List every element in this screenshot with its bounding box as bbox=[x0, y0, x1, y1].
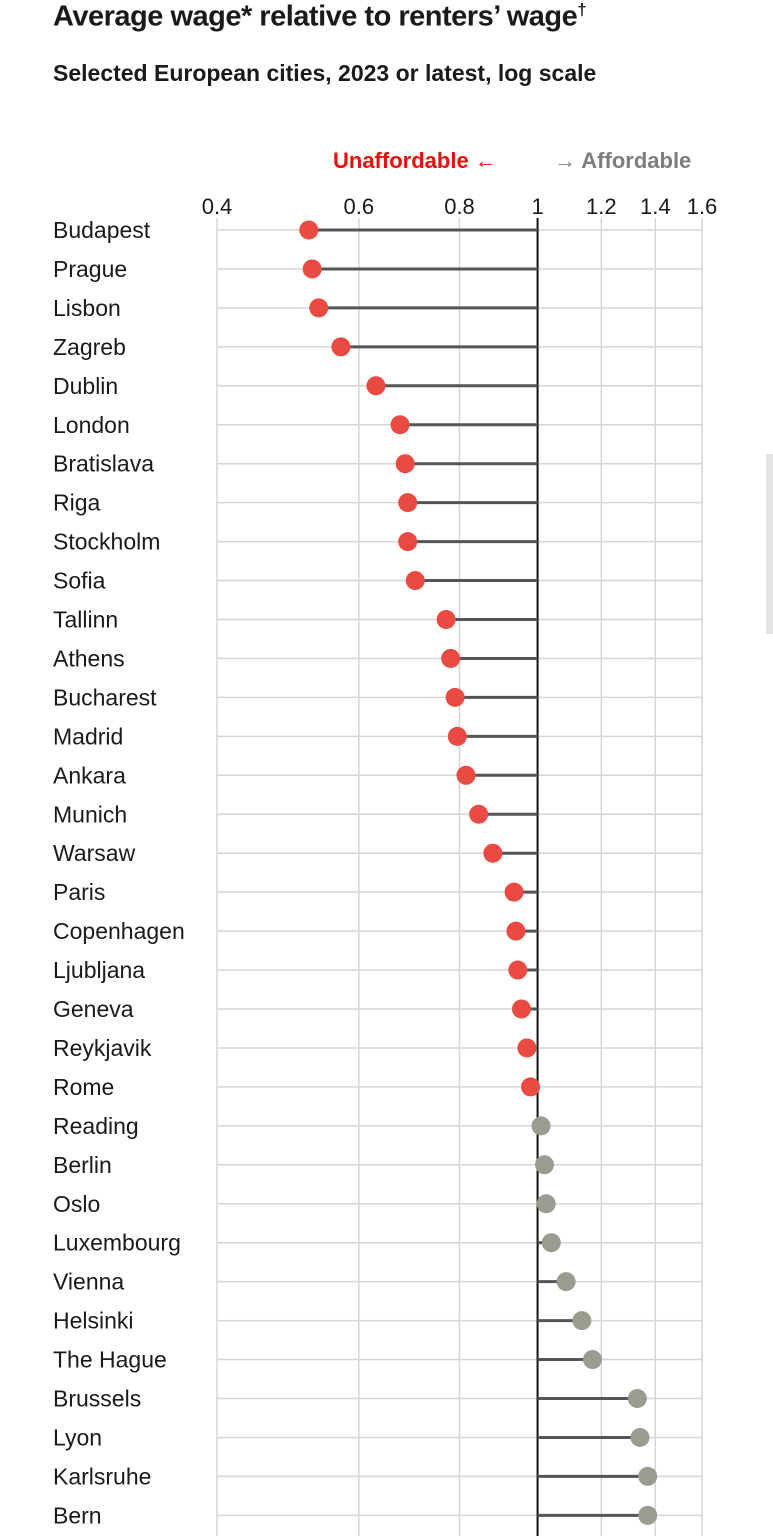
x-tick-label: 1 bbox=[531, 194, 543, 219]
city-label: Tallinn bbox=[53, 607, 118, 633]
lollipop-dot bbox=[630, 1427, 650, 1447]
lollipop-dot bbox=[531, 1116, 551, 1136]
lollipop-dot bbox=[299, 220, 319, 240]
city-label: Zagreb bbox=[53, 334, 126, 360]
lollipop-dot bbox=[517, 1038, 537, 1058]
city-label: Stockholm bbox=[53, 529, 160, 555]
lollipop-dot bbox=[302, 259, 322, 279]
lollipop-dot bbox=[447, 726, 467, 746]
x-tick-label: 0.6 bbox=[344, 194, 375, 219]
x-tick-label: 1.4 bbox=[640, 194, 671, 219]
city-label: Athens bbox=[53, 645, 125, 671]
lollipop-dot bbox=[395, 454, 415, 474]
city-label: Budapest bbox=[53, 217, 151, 243]
city-label: Bern bbox=[53, 1502, 102, 1528]
x-tick-label: 0.8 bbox=[444, 194, 475, 219]
chart-subtitle: Selected European cities, 2023 or latest… bbox=[53, 60, 597, 86]
city-label: Copenhagen bbox=[53, 918, 185, 944]
city-label: Berlin bbox=[53, 1152, 112, 1178]
city-label: Prague bbox=[53, 256, 127, 282]
lollipop-dot bbox=[390, 415, 410, 435]
city-label: Karlsruhe bbox=[53, 1463, 151, 1489]
city-label: Munich bbox=[53, 801, 127, 827]
city-label: Ljubljana bbox=[53, 957, 145, 983]
lollipop-dot bbox=[534, 1155, 554, 1175]
city-label: Sofia bbox=[53, 568, 106, 594]
lollipop-dot bbox=[441, 648, 461, 668]
city-label: Reykjavik bbox=[53, 1035, 152, 1061]
title-footnote-mark: † bbox=[577, 0, 587, 19]
x-tick-label: 0.4 bbox=[202, 194, 233, 219]
lollipop-dot bbox=[398, 532, 418, 552]
lollipop-dot bbox=[511, 999, 531, 1019]
lollipop-dot bbox=[541, 1233, 561, 1253]
x-tick-label: 1.2 bbox=[586, 194, 617, 219]
lollipop-dot bbox=[436, 610, 456, 629]
lollipop-dot bbox=[572, 1311, 592, 1331]
lollipop-dot bbox=[469, 804, 489, 824]
city-label: Bucharest bbox=[53, 684, 157, 710]
city-label: Madrid bbox=[53, 723, 123, 749]
lollipop-dot bbox=[309, 298, 329, 318]
lollipop-dot bbox=[627, 1389, 647, 1408]
city-label: The Hague bbox=[53, 1347, 167, 1373]
lollipop-dot bbox=[506, 921, 526, 941]
city-label: Ankara bbox=[53, 762, 126, 788]
x-tick-label: 1.6 bbox=[687, 194, 718, 219]
legend-unaffordable: Unaffordable ← bbox=[333, 148, 497, 173]
lollipop-dot bbox=[366, 376, 386, 396]
page-scrollbar[interactable] bbox=[766, 454, 773, 634]
city-label: Reading bbox=[53, 1113, 139, 1139]
lollipop-dot bbox=[638, 1505, 658, 1525]
chart-title: Average wage* relative to renters’ wage† bbox=[53, 0, 587, 33]
legend-affordable: → Affordable bbox=[554, 148, 692, 173]
city-label: Vienna bbox=[53, 1269, 124, 1295]
city-label: London bbox=[53, 412, 130, 438]
city-label: Lisbon bbox=[53, 295, 121, 321]
lollipop-dot bbox=[556, 1272, 576, 1292]
city-label: Oslo bbox=[53, 1191, 100, 1217]
lollipop-dot bbox=[445, 687, 465, 707]
lollipop-dot bbox=[398, 493, 418, 513]
lollipop-dot bbox=[520, 1077, 540, 1097]
lollipop-dot bbox=[508, 960, 528, 980]
city-label: Geneva bbox=[53, 996, 134, 1022]
lollipop-dot bbox=[456, 765, 476, 785]
city-label: Bratislava bbox=[53, 451, 154, 477]
lollipop-dot bbox=[638, 1466, 658, 1486]
city-label: Dublin bbox=[53, 373, 118, 399]
lollipop-dot bbox=[536, 1194, 556, 1214]
city-label: Lyon bbox=[53, 1424, 102, 1450]
lollipop-dot bbox=[331, 337, 351, 357]
city-label: Paris bbox=[53, 879, 105, 905]
city-label: Warsaw bbox=[53, 840, 136, 866]
lollipop-dot bbox=[582, 1350, 602, 1370]
lollipop-dot bbox=[405, 571, 425, 591]
city-label: Helsinki bbox=[53, 1308, 134, 1334]
city-label: Luxembourg bbox=[53, 1230, 181, 1256]
city-label: Riga bbox=[53, 490, 101, 516]
lollipop-dot bbox=[483, 843, 503, 863]
lollipop-dot bbox=[504, 882, 524, 902]
city-label: Brussels bbox=[53, 1386, 141, 1412]
city-label: Rome bbox=[53, 1074, 114, 1100]
